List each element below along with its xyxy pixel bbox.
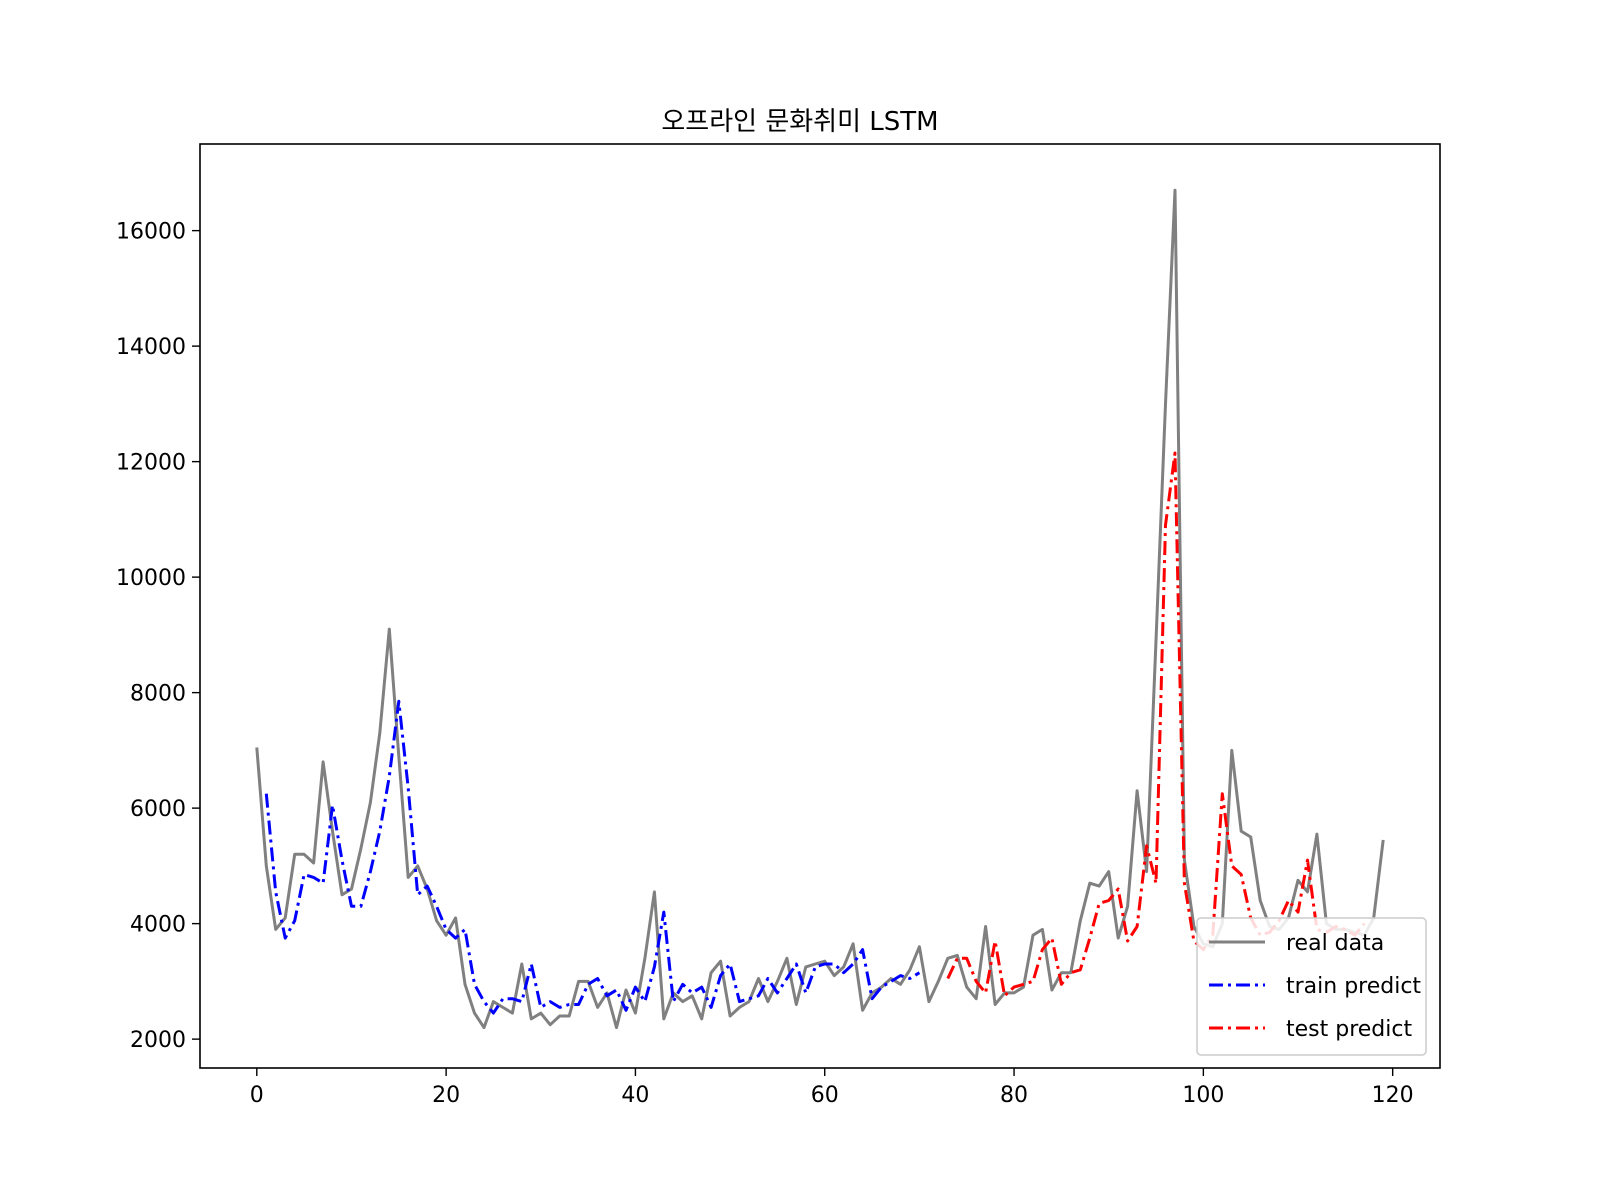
- legend-label-2: test predict: [1286, 1017, 1412, 1042]
- legend-box: [1196, 917, 1427, 1056]
- series-line-0: [255, 188, 1385, 1030]
- axes-frame: [199, 143, 1441, 1069]
- x-tick-label: 0: [250, 1083, 264, 1108]
- y-tick-label: 12000: [116, 451, 186, 476]
- x-tick-label: 40: [621, 1083, 649, 1108]
- plot-lines: [255, 188, 1385, 1030]
- chart-title: 오프라인 문화취미 LSTM: [661, 107, 938, 137]
- x-axis-ticks: 0 20 40 60 80 100 120: [250, 1068, 1414, 1108]
- y-tick-label: 4000: [130, 913, 186, 938]
- y-tick-label: 6000: [130, 797, 186, 822]
- y-tick-label: 2000: [130, 1028, 186, 1053]
- series-line-1: [264, 699, 921, 1015]
- y-tick-label: 8000: [130, 682, 186, 707]
- y-axis-ticks: 2000 4000 6000 8000 10000 12000 14000 16000: [116, 220, 200, 1053]
- x-tick-label: 60: [811, 1083, 839, 1108]
- x-tick-label: 80: [1000, 1083, 1028, 1108]
- y-tick-label: 14000: [116, 335, 186, 360]
- y-tick-label: 10000: [116, 566, 186, 591]
- legend-label-1: train predict: [1286, 974, 1421, 999]
- series-line-2: [946, 451, 1366, 998]
- x-tick-label: 120: [1372, 1083, 1414, 1108]
- x-tick-label: 100: [1182, 1083, 1224, 1108]
- legend-label-0: real data: [1286, 931, 1384, 956]
- x-tick-label: 20: [432, 1083, 460, 1108]
- legend: real data train predict test predict: [1196, 917, 1427, 1056]
- y-tick-label: 16000: [116, 220, 186, 245]
